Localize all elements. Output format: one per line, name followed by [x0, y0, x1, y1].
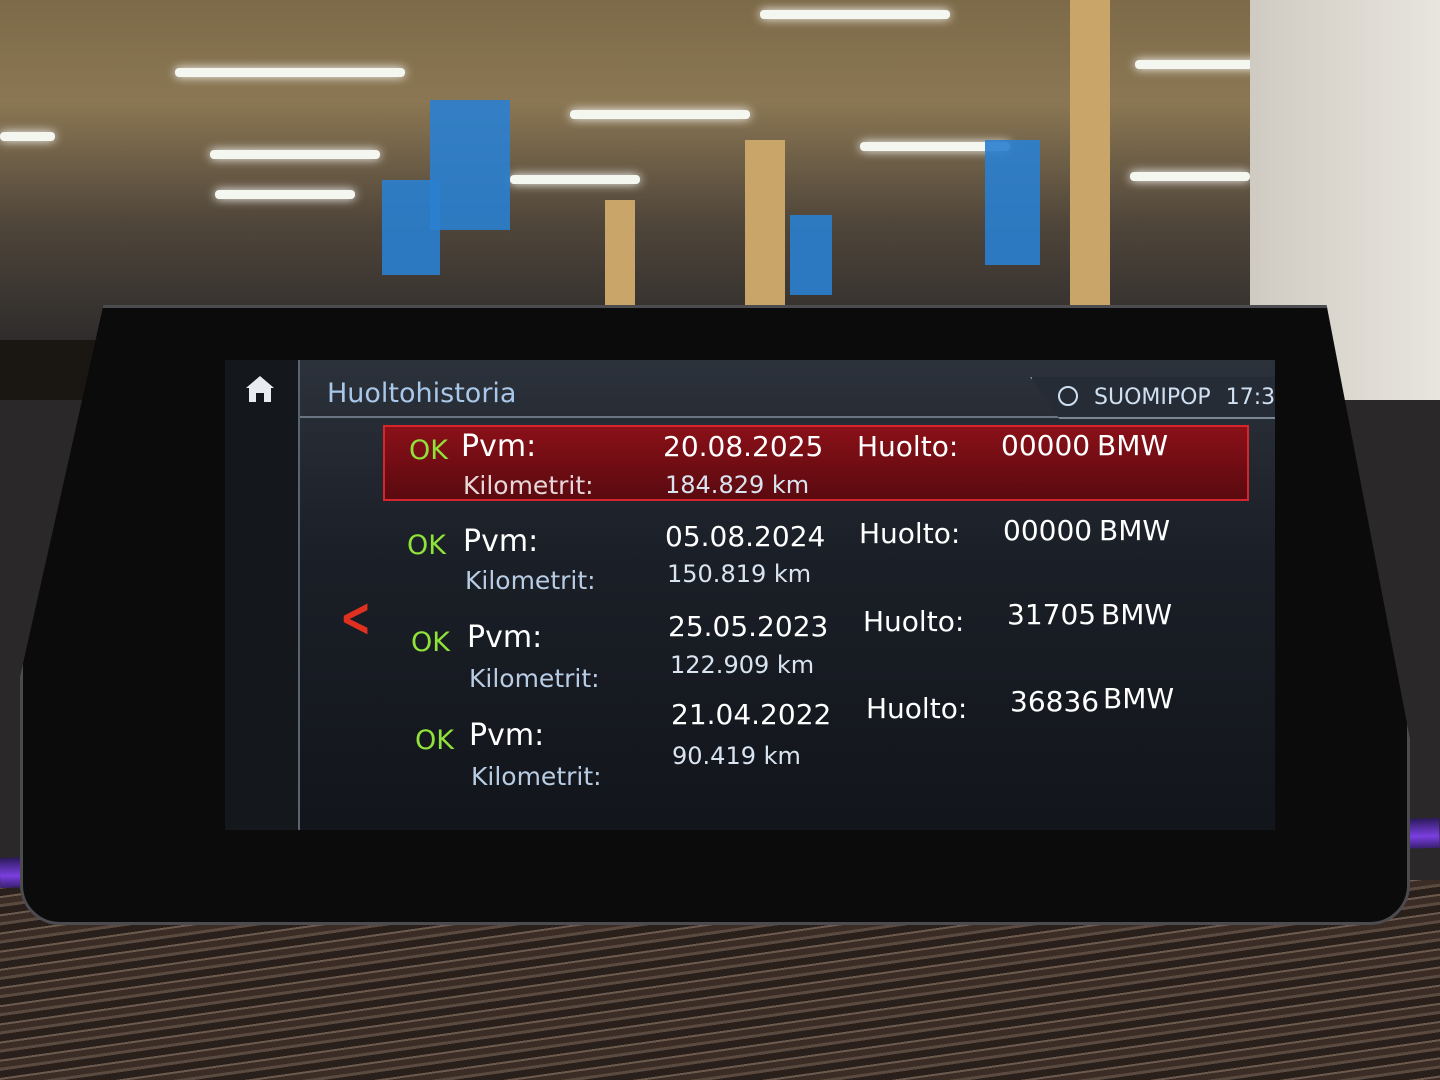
- pillar: [1070, 0, 1110, 330]
- navigation-arrow-icon: [1058, 386, 1078, 406]
- km-value: 150.819 km: [667, 560, 812, 588]
- ceiling-light: [0, 132, 55, 141]
- date-label: Pvm:: [461, 429, 537, 464]
- date-value: 25.05.2023: [668, 610, 829, 643]
- ceiling-light: [760, 10, 950, 19]
- ceiling-light: [1130, 172, 1250, 181]
- status-ok: OK: [411, 627, 450, 658]
- brand: BMW: [1097, 429, 1169, 462]
- km-label: Kilometrit:: [471, 762, 602, 791]
- brand: BMW: [1099, 514, 1171, 547]
- date-value: 21.04.2022: [671, 698, 832, 731]
- divider: [300, 416, 1110, 418]
- date-value: 05.08.2024: [665, 520, 826, 553]
- service-label: Huolto:: [866, 692, 968, 725]
- status-ok: OK: [407, 530, 446, 561]
- banner: [382, 180, 440, 275]
- status-bar: SUOMIPOP 17:36: [1030, 377, 1275, 419]
- km-label: Kilometrit:: [465, 566, 596, 595]
- service-code: 31705: [1007, 598, 1097, 631]
- ceiling-light: [1135, 60, 1265, 69]
- ceiling-light: [860, 142, 1010, 151]
- ceiling-light: [210, 150, 380, 159]
- service-label: Huolto:: [857, 430, 959, 463]
- banner: [985, 140, 1040, 265]
- background-ceiling: [0, 0, 1440, 340]
- pillar: [605, 200, 635, 320]
- date-label: Pvm:: [463, 524, 539, 559]
- banner: [430, 100, 510, 230]
- service-record-row[interactable]: OK Pvm: Kilometrit: 20.08.2025 184.829 k…: [383, 425, 1249, 501]
- ceiling-light: [570, 110, 750, 119]
- date-value: 20.08.2025: [663, 430, 824, 463]
- date-label: Pvm:: [469, 718, 545, 753]
- clock: 17:36: [1225, 385, 1275, 410]
- infotainment-screen: Huoltohistoria SUOMIPOP 17:36 < OK Pvm: …: [225, 360, 1275, 830]
- service-record-row[interactable]: OK Pvm: Kilometrit: 25.05.2023 122.909 k…: [383, 598, 1249, 693]
- km-value: 122.909 km: [670, 651, 815, 679]
- brand: BMW: [1101, 598, 1173, 631]
- audio-source: SUOMIPOP: [1094, 385, 1211, 410]
- status-ok: OK: [409, 435, 448, 466]
- banner: [790, 215, 832, 295]
- km-value: 184.829 km: [665, 471, 810, 499]
- ceiling-light: [215, 190, 355, 199]
- ceiling-light: [510, 175, 640, 184]
- sidebar: [225, 360, 300, 830]
- chevron-left-icon[interactable]: <: [339, 586, 372, 649]
- service-code: 00000: [1003, 514, 1093, 547]
- home-icon[interactable]: [245, 375, 275, 403]
- brand: BMW: [1103, 682, 1175, 715]
- service-code: 36836: [1010, 685, 1100, 718]
- date-label: Pvm:: [467, 620, 543, 655]
- service-code: 00000: [1001, 429, 1091, 462]
- page-title: Huoltohistoria: [327, 378, 517, 409]
- service-record-row[interactable]: OK Pvm: Kilometrit: 05.08.2024 150.819 k…: [383, 514, 1249, 596]
- service-record-row[interactable]: OK Pvm: Kilometrit: 21.04.2022 90.419 km…: [383, 682, 1249, 791]
- ceiling-light: [175, 68, 405, 77]
- km-value: 90.419 km: [672, 742, 801, 770]
- service-label: Huolto:: [859, 517, 961, 550]
- status-ok: OK: [415, 725, 454, 756]
- km-label: Kilometrit:: [469, 664, 600, 693]
- km-label: Kilometrit:: [463, 471, 594, 500]
- service-label: Huolto:: [863, 605, 965, 638]
